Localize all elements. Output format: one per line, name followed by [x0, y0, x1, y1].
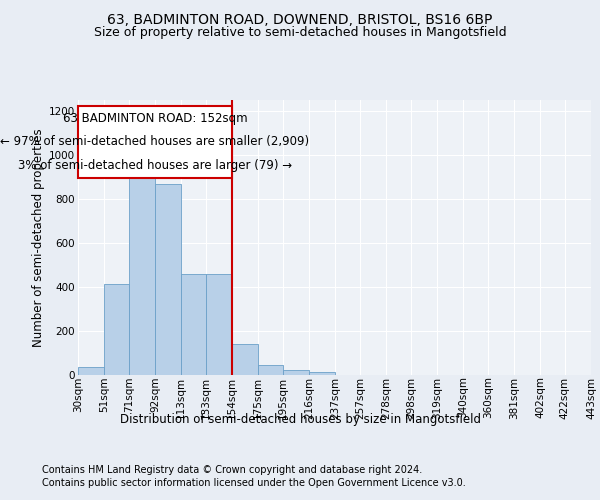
Bar [181, 274, 206, 375]
Bar [232, 344, 258, 375]
FancyBboxPatch shape [78, 106, 232, 178]
Bar [155, 184, 181, 375]
Bar [104, 284, 129, 375]
Bar [129, 155, 155, 375]
Bar [309, 372, 335, 375]
Text: ← 97% of semi-detached houses are smaller (2,909): ← 97% of semi-detached houses are smalle… [1, 136, 310, 148]
Bar [283, 370, 309, 375]
Text: Distribution of semi-detached houses by size in Mangotsfield: Distribution of semi-detached houses by … [119, 412, 481, 426]
Text: 63 BADMINTON ROAD: 152sqm: 63 BADMINTON ROAD: 152sqm [62, 112, 247, 125]
Bar [258, 365, 283, 375]
Text: Size of property relative to semi-detached houses in Mangotsfield: Size of property relative to semi-detach… [94, 26, 506, 39]
Text: Contains public sector information licensed under the Open Government Licence v3: Contains public sector information licen… [42, 478, 466, 488]
Text: Contains HM Land Registry data © Crown copyright and database right 2024.: Contains HM Land Registry data © Crown c… [42, 465, 422, 475]
Text: 63, BADMINTON ROAD, DOWNEND, BRISTOL, BS16 6BP: 63, BADMINTON ROAD, DOWNEND, BRISTOL, BS… [107, 12, 493, 26]
Bar [206, 274, 232, 375]
Text: 3% of semi-detached houses are larger (79) →: 3% of semi-detached houses are larger (7… [18, 158, 292, 172]
Y-axis label: Number of semi-detached properties: Number of semi-detached properties [32, 128, 45, 347]
Bar [78, 368, 104, 375]
